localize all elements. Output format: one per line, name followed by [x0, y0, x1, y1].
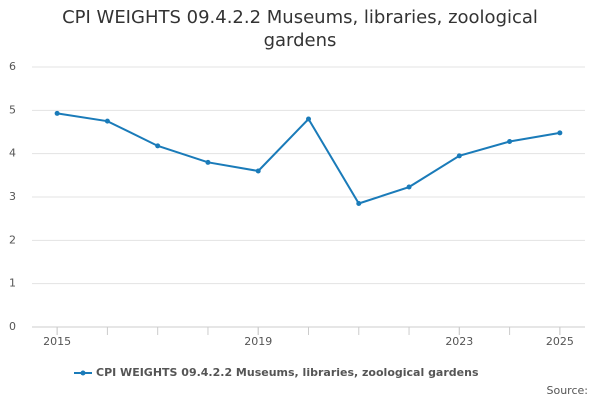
x-tick-label: 2025: [546, 335, 574, 348]
point: [104, 118, 110, 124]
series-line: [56, 112, 561, 205]
point: [406, 184, 412, 190]
point: [54, 110, 60, 116]
point: [306, 116, 311, 122]
y-tick-label: 6: [9, 60, 16, 73]
x-tick-label: 2019: [244, 335, 272, 348]
legend-label: CPI WEIGHTS 09.4.2.2 Museums, libraries,…: [96, 366, 479, 379]
y-tick-label: 4: [9, 147, 16, 160]
point: [456, 153, 462, 159]
point: [356, 201, 362, 206]
chart-title: CPI WEIGHTS 09.4.2.2 Museums, libraries,…: [62, 7, 538, 51]
y-tick-label: 1: [9, 277, 16, 290]
point: [507, 139, 513, 145]
source-label: Source:: [547, 384, 589, 397]
point: [205, 159, 211, 165]
point: [155, 143, 161, 149]
x-tick-label: 2015: [43, 335, 71, 348]
y-tick-label: 3: [9, 190, 16, 203]
point: [255, 168, 261, 174]
x-tick-label: 2023: [445, 335, 473, 348]
y-tick-label: 5: [9, 103, 16, 116]
legend-marker: [80, 370, 86, 376]
point: [557, 130, 563, 136]
y-tick-label: 2: [9, 233, 16, 246]
y-tick-label: 0: [9, 320, 16, 333]
